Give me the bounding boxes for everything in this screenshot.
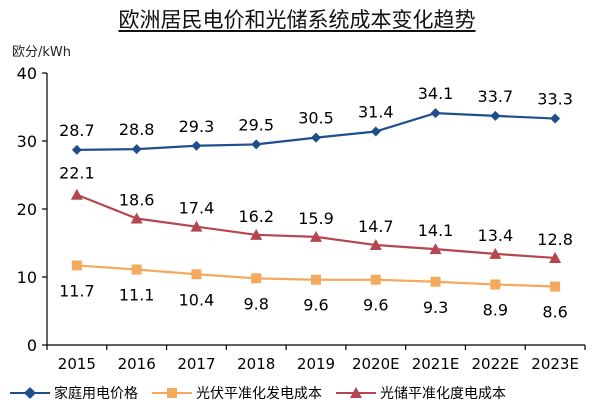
- y-tick-label: 30: [17, 132, 37, 151]
- data-label: 18.6: [119, 191, 155, 210]
- x-tick-label: 2016: [118, 355, 156, 373]
- legend-label-pv: 光伏平准化发电成本: [196, 386, 322, 402]
- data-label: 14.1: [418, 221, 454, 240]
- data-point-diamond: [370, 126, 381, 137]
- data-label: 28.7: [59, 121, 95, 140]
- data-point-diamond: [430, 108, 441, 119]
- square-marker-icon: [152, 388, 192, 398]
- data-point-square: [71, 260, 82, 271]
- triangle-marker-icon: [336, 387, 376, 398]
- data-point-triangle: [190, 220, 203, 232]
- data-label: 15.9: [298, 209, 334, 228]
- y-tick-label: 40: [17, 64, 37, 83]
- data-label: 9.6: [363, 296, 388, 315]
- x-tick-label: 2021E: [412, 355, 460, 373]
- data-label: 8.6: [542, 303, 567, 322]
- y-tick-label: 10: [17, 268, 37, 287]
- data-label: 9.3: [423, 298, 448, 317]
- y-axis-unit-label: 欧分/kWh: [12, 45, 72, 60]
- data-label: 17.4: [179, 199, 215, 218]
- data-label: 31.4: [358, 102, 394, 121]
- x-tick-label: 2020E: [352, 355, 400, 373]
- x-tick-label: 2019: [297, 355, 335, 373]
- legend-label-storage: 光储平准化度电成本: [380, 386, 506, 402]
- data-point-square: [311, 274, 321, 285]
- data-point-square: [251, 273, 262, 284]
- data-label: 34.1: [418, 84, 454, 103]
- data-label: 14.7: [358, 217, 394, 236]
- chart-title: 欧洲居民电价和光储系统成本变化趋势: [0, 4, 594, 34]
- legend: 家庭用电价格 光伏平准化发电成本 光储平准化度电成本: [10, 383, 520, 403]
- data-label: 13.4: [478, 226, 514, 245]
- data-point-square: [131, 264, 142, 275]
- data-point-diamond: [490, 110, 501, 121]
- data-label: 33.3: [537, 90, 573, 109]
- data-point-square: [430, 276, 441, 287]
- data-point-triangle: [549, 251, 562, 263]
- x-tick-label: 2022E: [472, 355, 520, 373]
- chart-title-text: 欧洲居民电价和光储系统成本变化趋势: [118, 8, 476, 32]
- data-label: 30.5: [298, 109, 334, 128]
- legend-item-storage: 光储平准化度电成本: [336, 383, 506, 403]
- data-point-diamond: [71, 144, 82, 155]
- data-label: 9.8: [243, 294, 268, 313]
- data-point-square: [490, 279, 501, 290]
- data-label: 12.8: [537, 230, 573, 249]
- data-label: 11.1: [119, 286, 155, 305]
- data-point-triangle: [310, 230, 322, 242]
- data-point-square: [550, 281, 561, 292]
- data-point-triangle: [130, 212, 143, 224]
- data-label: 11.7: [59, 281, 95, 300]
- data-point-triangle: [489, 247, 502, 259]
- data-label: 33.7: [478, 87, 514, 106]
- data-point-square: [370, 274, 381, 285]
- data-label: 28.8: [119, 120, 155, 139]
- data-label: 9.6: [303, 296, 328, 315]
- data-point-triangle: [369, 239, 382, 251]
- data-point-triangle: [70, 188, 83, 200]
- data-label: 8.9: [483, 300, 508, 319]
- data-point-triangle: [429, 243, 442, 255]
- data-label: 22.1: [59, 164, 95, 183]
- data-label: 10.4: [179, 290, 215, 309]
- data-point-diamond: [191, 140, 202, 151]
- data-point-square: [191, 269, 202, 280]
- data-point-triangle: [250, 228, 263, 240]
- data-label: 29.3: [179, 117, 215, 136]
- data-point-diamond: [251, 139, 262, 150]
- data-point-diamond: [550, 113, 561, 124]
- x-tick-label: 2015: [58, 355, 96, 373]
- data-point-diamond: [311, 132, 321, 143]
- x-tick-label: 2017: [177, 355, 215, 373]
- data-label: 29.5: [238, 115, 274, 134]
- y-tick-label: 20: [17, 200, 37, 219]
- legend-label-home: 家庭用电价格: [54, 386, 138, 402]
- legend-item-pv: 光伏平准化发电成本: [152, 383, 322, 403]
- x-tick-label: 2023E: [531, 355, 579, 373]
- data-point-diamond: [131, 144, 142, 155]
- data-label: 16.2: [238, 207, 274, 226]
- y-tick-label: 0: [27, 336, 37, 355]
- diamond-marker-icon: [10, 387, 50, 399]
- x-tick-label: 2018: [237, 355, 275, 373]
- legend-item-home: 家庭用电价格: [10, 383, 138, 403]
